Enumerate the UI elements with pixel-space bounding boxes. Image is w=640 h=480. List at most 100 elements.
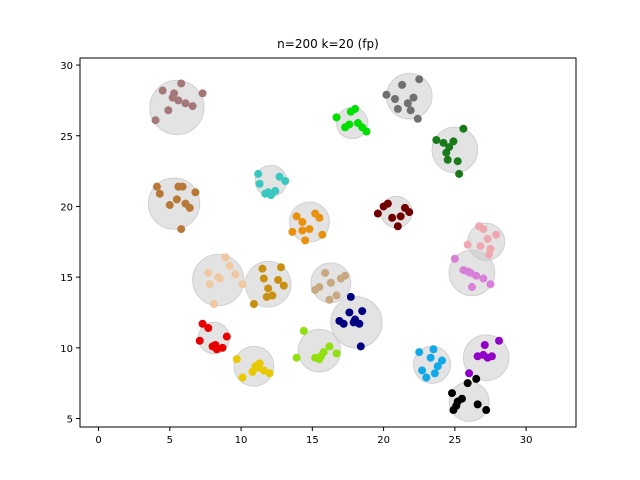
data-point [405, 208, 414, 217]
data-point [453, 157, 462, 166]
data-point [298, 226, 307, 235]
data-point [288, 227, 297, 236]
data-point [195, 336, 204, 345]
data-point [438, 356, 447, 365]
data-point [463, 240, 472, 249]
data-point [265, 369, 274, 378]
data-point [254, 363, 263, 372]
data-point [152, 182, 161, 191]
x-tick-label: 0 [95, 435, 101, 446]
data-point [292, 212, 301, 221]
data-point [422, 373, 431, 382]
data-point [214, 273, 223, 282]
data-point [358, 307, 367, 316]
data-point [351, 104, 360, 113]
data-point [463, 267, 472, 276]
data-point [191, 188, 200, 197]
y-tick-label: 30 [60, 61, 73, 72]
data-point [450, 254, 459, 263]
data-point [332, 113, 341, 122]
data-point [326, 278, 335, 287]
data-point [398, 80, 407, 89]
x-tick-label: 15 [306, 435, 319, 446]
data-point [433, 362, 442, 371]
data-point [349, 318, 358, 327]
data-point [276, 263, 285, 272]
data-point [298, 218, 307, 226]
data-point [341, 271, 350, 280]
data-point [473, 400, 482, 409]
data-point [274, 275, 283, 284]
data-point [204, 324, 213, 333]
data-point [231, 270, 240, 279]
data-point [254, 169, 263, 178]
data-point [185, 203, 194, 212]
data-point [415, 348, 424, 357]
data-point [264, 188, 273, 197]
data-point [301, 236, 310, 245]
x-tick-label: 25 [448, 435, 461, 446]
data-point [443, 155, 452, 164]
x-tick-label: 30 [520, 435, 533, 446]
data-point [275, 172, 284, 181]
data-point [479, 225, 488, 234]
data-point [439, 138, 448, 147]
data-point [258, 264, 267, 273]
data-point [339, 319, 348, 328]
data-point [463, 379, 472, 388]
data-point [485, 250, 494, 259]
cluster-circle [431, 126, 479, 174]
data-point [225, 261, 234, 270]
data-point [164, 106, 173, 115]
data-point [449, 137, 458, 146]
data-point [209, 300, 218, 308]
chart-title: n=200 k=20 (fp) [277, 37, 379, 51]
y-tick-label: 15 [60, 273, 73, 284]
y-tick-label: 25 [60, 132, 73, 143]
data-point [271, 186, 280, 195]
data-point [238, 280, 247, 289]
x-tick-label: 20 [377, 435, 390, 446]
data-point [430, 369, 439, 378]
data-point [393, 104, 402, 113]
data-point [345, 308, 354, 317]
data-point [325, 342, 334, 351]
data-point [232, 355, 241, 364]
data-point [255, 179, 264, 188]
data-point [259, 274, 268, 283]
data-point [445, 143, 454, 152]
data-point [315, 213, 324, 222]
data-point [181, 99, 190, 108]
data-point [279, 281, 288, 290]
data-point [457, 394, 466, 403]
data-point [388, 213, 397, 222]
data-point [409, 93, 418, 102]
data-point [362, 127, 371, 136]
data-point [393, 222, 402, 231]
data-point [455, 169, 464, 178]
data-point [483, 234, 492, 243]
data-point [432, 136, 441, 144]
data-point [492, 230, 501, 239]
data-point [281, 177, 290, 185]
data-point [315, 283, 324, 292]
data-point [413, 114, 422, 123]
data-point [321, 268, 330, 277]
data-point [299, 326, 308, 335]
data-point [465, 369, 474, 378]
data-point [459, 124, 468, 133]
data-point [318, 230, 327, 239]
data-point [415, 75, 424, 84]
data-point [345, 120, 354, 129]
data-point [305, 225, 314, 234]
data-point [168, 93, 177, 102]
data-point [172, 195, 181, 204]
data-point [418, 366, 427, 375]
data-point [198, 89, 207, 98]
data-point [218, 343, 227, 352]
data-point [396, 212, 405, 221]
axes-frame [79, 57, 577, 428]
data-point [332, 291, 341, 300]
